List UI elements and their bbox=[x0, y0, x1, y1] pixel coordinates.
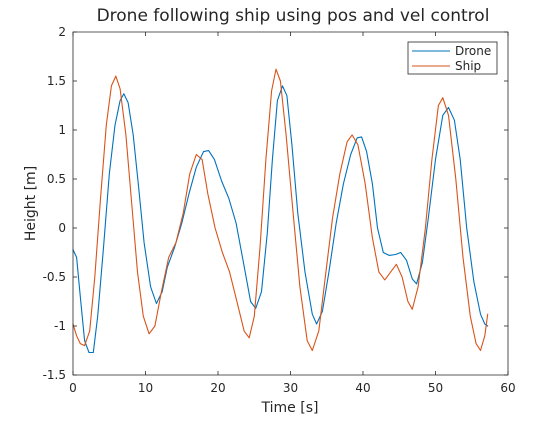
x-ticks: 0 10 20 30 40 50 60 bbox=[69, 32, 516, 395]
x-tick-label: 10 bbox=[138, 381, 153, 395]
plot-area bbox=[73, 32, 508, 375]
y-tick-label: 1 bbox=[58, 123, 66, 137]
x-tick-label: 60 bbox=[500, 381, 515, 395]
x-tick-label: 30 bbox=[283, 381, 298, 395]
y-ticks: -1.5 -1 -0.5 0 0.5 1 1.5 2 bbox=[43, 25, 508, 382]
legend-label-drone: Drone bbox=[455, 44, 491, 58]
x-tick-label: 0 bbox=[69, 381, 77, 395]
series-line-ship bbox=[72, 68, 489, 352]
y-tick-label: 2 bbox=[58, 25, 66, 39]
x-axis-label: Time [s] bbox=[261, 400, 319, 416]
legend-label-ship: Ship bbox=[455, 59, 481, 73]
x-tick-label: 50 bbox=[428, 381, 443, 395]
series-layer bbox=[72, 68, 489, 354]
y-tick-label: -1.5 bbox=[43, 368, 66, 382]
chart-title: Drone following ship using pos and vel c… bbox=[97, 6, 490, 26]
legend-box bbox=[407, 41, 498, 75]
y-tick-label: -1 bbox=[54, 319, 66, 333]
legend: Drone Ship bbox=[407, 41, 498, 75]
y-tick-label: 0 bbox=[58, 221, 66, 235]
y-axis-label: Height [m] bbox=[23, 166, 39, 241]
y-tick-label: 0.5 bbox=[47, 172, 66, 186]
y-tick-label: 1.5 bbox=[47, 74, 66, 88]
y-tick-label: -0.5 bbox=[43, 270, 66, 284]
x-tick-label: 20 bbox=[210, 381, 225, 395]
x-tick-label: 40 bbox=[355, 381, 370, 395]
series-line-drone bbox=[72, 85, 489, 354]
